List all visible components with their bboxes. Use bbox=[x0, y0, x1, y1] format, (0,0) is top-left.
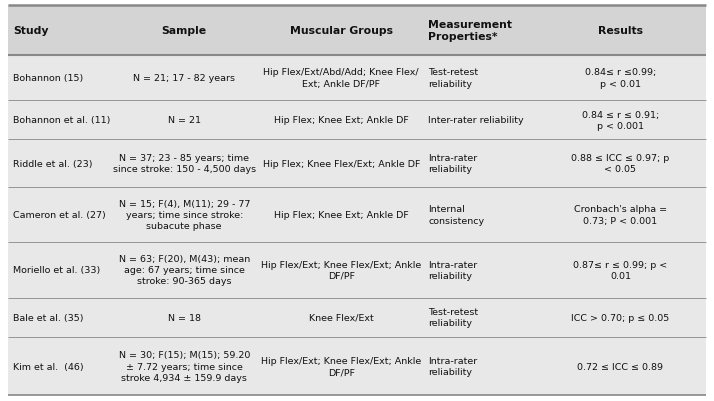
Text: N = 63; F(20), M(43); mean
age: 67 years; time since
stroke: 90-365 days: N = 63; F(20), M(43); mean age: 67 years… bbox=[119, 255, 250, 286]
Text: Bohannon (15): Bohannon (15) bbox=[13, 74, 84, 83]
Text: Knee Flex/Ext: Knee Flex/Ext bbox=[309, 313, 373, 322]
Text: N = 15; F(4), M(11); 29 - 77
years; time since stroke:
subacute phase: N = 15; F(4), M(11); 29 - 77 years; time… bbox=[119, 199, 250, 231]
Text: Results: Results bbox=[598, 26, 643, 36]
Text: Test-retest
reliability: Test-retest reliability bbox=[428, 308, 478, 328]
Text: Muscular Groups: Muscular Groups bbox=[290, 26, 393, 36]
Text: Cameron et al. (27): Cameron et al. (27) bbox=[13, 211, 106, 219]
Text: Moriello et al. (33): Moriello et al. (33) bbox=[13, 266, 100, 275]
Text: Inter-rater reliability: Inter-rater reliability bbox=[428, 116, 524, 125]
Text: Hip Flex/Ext; Knee Flex/Ext; Ankle
DF/PF: Hip Flex/Ext; Knee Flex/Ext; Ankle DF/PF bbox=[261, 260, 421, 280]
Text: ICC > 0.70; p ≤ 0.05: ICC > 0.70; p ≤ 0.05 bbox=[571, 313, 670, 322]
Text: N = 21: N = 21 bbox=[168, 116, 201, 125]
Text: Hip Flex; Knee Ext; Ankle DF: Hip Flex; Knee Ext; Ankle DF bbox=[274, 116, 408, 125]
Text: N = 21; 17 - 82 years: N = 21; 17 - 82 years bbox=[134, 74, 235, 83]
Text: Intra-rater
reliability: Intra-rater reliability bbox=[428, 154, 478, 174]
Text: 0.72 ≤ ICC ≤ 0.89: 0.72 ≤ ICC ≤ 0.89 bbox=[578, 362, 663, 371]
Text: Hip Flex; Knee Ext; Ankle DF: Hip Flex; Knee Ext; Ankle DF bbox=[274, 211, 408, 219]
Bar bbox=[8, 6, 706, 56]
Text: Riddle et al. (23): Riddle et al. (23) bbox=[13, 159, 93, 168]
Text: 0.84≤ r ≤0.99;
p < 0.01: 0.84≤ r ≤0.99; p < 0.01 bbox=[585, 68, 656, 88]
Text: Sample: Sample bbox=[161, 26, 207, 36]
Text: N = 18: N = 18 bbox=[168, 313, 201, 322]
Text: Test-retest
reliability: Test-retest reliability bbox=[428, 68, 478, 88]
Text: Measurement
Properties*: Measurement Properties* bbox=[428, 20, 513, 42]
Text: 0.84 ≤ r ≤ 0.91;
p < 0.001: 0.84 ≤ r ≤ 0.91; p < 0.001 bbox=[582, 110, 659, 130]
Text: Kim et al.  (46): Kim et al. (46) bbox=[13, 362, 84, 371]
Text: N = 30; F(15); M(15); 59.20
± 7.72 years; time since
stroke 4,934 ± 159.9 days: N = 30; F(15); M(15); 59.20 ± 7.72 years… bbox=[119, 350, 250, 382]
Text: Bohannon et al. (11): Bohannon et al. (11) bbox=[13, 116, 111, 125]
Text: Intra-rater
reliability: Intra-rater reliability bbox=[428, 260, 478, 280]
Text: Cronbach's alpha =
0.73; P < 0.001: Cronbach's alpha = 0.73; P < 0.001 bbox=[574, 205, 667, 225]
Text: 0.88 ≤ ICC ≤ 0.97; p
< 0.05: 0.88 ≤ ICC ≤ 0.97; p < 0.05 bbox=[571, 154, 670, 174]
Text: Study: Study bbox=[13, 26, 49, 36]
Text: Intra-rater
reliability: Intra-rater reliability bbox=[428, 356, 478, 376]
Text: Hip Flex/Ext/Abd/Add; Knee Flex/
Ext; Ankle DF/PF: Hip Flex/Ext/Abd/Add; Knee Flex/ Ext; An… bbox=[263, 68, 419, 88]
Text: Hip Flex; Knee Flex/Ext; Ankle DF: Hip Flex; Knee Flex/Ext; Ankle DF bbox=[263, 159, 420, 168]
Text: N = 37; 23 - 85 years; time
since stroke: 150 - 4,500 days: N = 37; 23 - 85 years; time since stroke… bbox=[113, 154, 256, 174]
Text: Bale et al. (35): Bale et al. (35) bbox=[13, 313, 84, 322]
Text: Hip Flex/Ext; Knee Flex/Ext; Ankle
DF/PF: Hip Flex/Ext; Knee Flex/Ext; Ankle DF/PF bbox=[261, 356, 421, 376]
Text: Internal
consistency: Internal consistency bbox=[428, 205, 484, 225]
Text: 0.87≤ r ≤ 0.99; p <
0.01: 0.87≤ r ≤ 0.99; p < 0.01 bbox=[573, 260, 668, 280]
